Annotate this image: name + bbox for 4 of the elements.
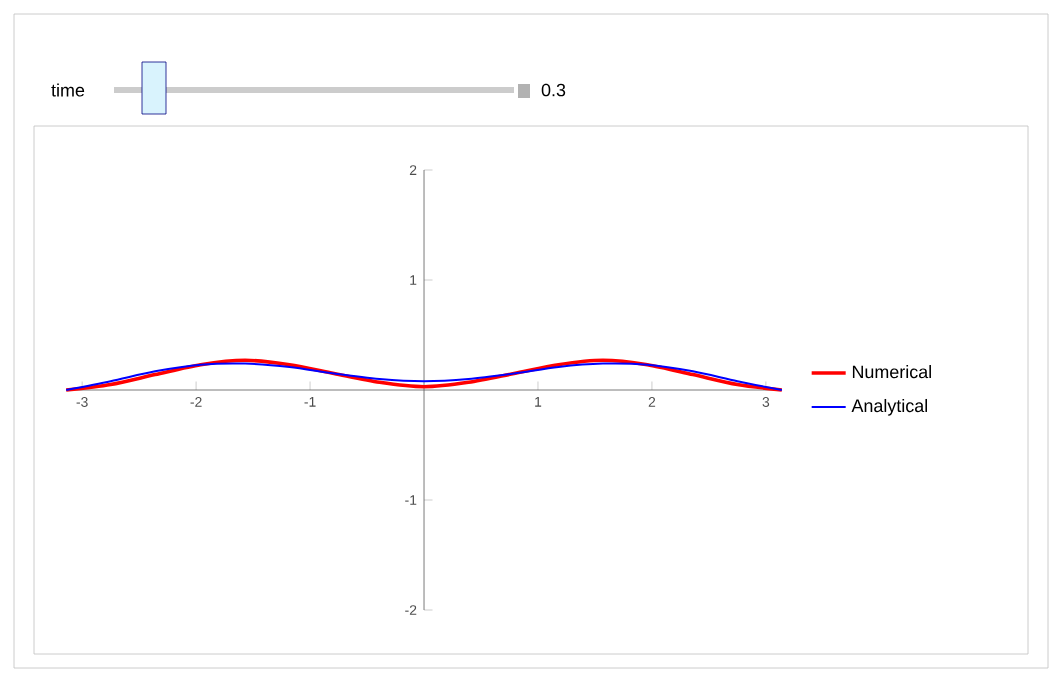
text: 0.3: [541, 83, 566, 97]
legend-label: Numerical: [852, 365, 931, 379]
legend-label: Analytical: [851, 398, 927, 416]
text: time: [51, 83, 85, 97]
